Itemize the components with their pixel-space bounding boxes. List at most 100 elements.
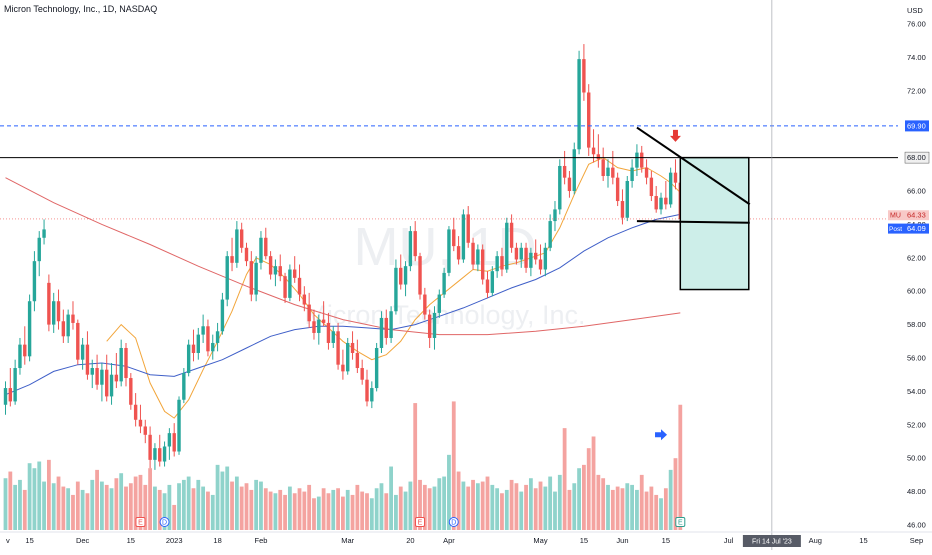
volume-bar (567, 489, 572, 530)
volume-bar (649, 486, 654, 530)
candle-body (196, 334, 200, 353)
candle-body (519, 247, 523, 260)
volume-bar (124, 486, 128, 530)
candle-body (85, 344, 90, 375)
candle-body (577, 59, 581, 150)
candle-body (124, 347, 128, 379)
volume-bar (249, 489, 254, 530)
event-marker-label: E (138, 520, 143, 527)
volume-bar (673, 458, 678, 530)
event-marker-dividend: D (448, 517, 459, 527)
candle-body (509, 222, 514, 248)
volume-bar (548, 476, 553, 530)
time-tick-label: v (6, 536, 10, 545)
last-price-tag: 64.33 (907, 211, 926, 220)
volume-bar (331, 489, 336, 530)
down-arrow-icon (669, 129, 681, 142)
volume-bar (186, 476, 191, 530)
candle-body (27, 301, 32, 357)
watermark-name: Micron Technology, Inc. (304, 300, 585, 330)
volume-bar (668, 469, 673, 530)
candle-body (379, 317, 384, 348)
volume-bar (577, 468, 581, 530)
price-tick-label: 52.00 (907, 420, 926, 429)
volume-bar (432, 486, 437, 530)
volume-bar (259, 481, 263, 530)
candle-body (673, 172, 678, 183)
volume-bar (95, 469, 99, 530)
candle-body (408, 231, 413, 267)
earnings-marker-icon (135, 517, 146, 527)
watermark-symbol: MU, 1D (353, 217, 536, 277)
volume-bar (582, 464, 586, 530)
candle-body (572, 149, 576, 192)
time-tick-label: Feb (254, 536, 267, 545)
volume-bar (56, 476, 61, 530)
candle-body (635, 152, 639, 168)
candle-body (432, 312, 437, 338)
volume-bar (610, 489, 615, 530)
volume-bar (336, 488, 340, 530)
candle-body (268, 256, 273, 275)
volume-bar (620, 488, 625, 530)
candle-body (321, 319, 326, 323)
volume-bar (601, 478, 606, 530)
candle-body (558, 165, 562, 210)
candle-body (423, 294, 427, 315)
candle-body (225, 256, 229, 300)
candle-body (442, 272, 446, 295)
candle-body (158, 448, 162, 462)
volume-bar (427, 488, 432, 530)
volume-bar (51, 483, 56, 530)
volume-bar (283, 494, 287, 530)
time-axis: v 15 Dec 15 2023 18 Feb Mar 20 Apr May 15 Jun 15 Jul Au… (0, 531, 932, 547)
level-tag-69-90-bg (905, 120, 929, 132)
price-axis: 76.0074.0072.0070.0068.0066.0064.0062.00… (888, 20, 930, 529)
time-tick-label: Sep (910, 536, 923, 545)
candle-body (215, 331, 220, 343)
volume-bar (360, 491, 365, 530)
candle-body (365, 379, 369, 402)
price-tick-label: 46.00 (907, 520, 926, 529)
candle-body (640, 152, 644, 168)
time-tick-label: Apr (443, 536, 455, 545)
volume-bar (379, 483, 384, 530)
candle-body (133, 404, 138, 420)
volume-bar (66, 488, 71, 530)
volume-bar (456, 471, 461, 530)
candle-body (80, 344, 85, 360)
candle-body (138, 419, 143, 427)
volume-bar (461, 481, 466, 530)
candle-body (239, 229, 244, 248)
volume-bar (591, 436, 596, 530)
candle-body (471, 242, 475, 265)
price-tick-label: 76.00 (907, 20, 926, 29)
volume-bar (394, 494, 398, 530)
candle-body (307, 304, 311, 322)
volume-bar (80, 489, 85, 530)
candle-body (42, 229, 46, 238)
candle-body (480, 249, 485, 280)
candle-body (596, 154, 601, 160)
candle-body (341, 364, 345, 372)
volume-bar (268, 491, 273, 530)
volume-bar (398, 486, 403, 530)
volume-bar (639, 474, 644, 530)
candle-body (587, 92, 591, 148)
volume-bar (104, 484, 109, 530)
volume-bar (326, 493, 331, 530)
candle-body (664, 197, 668, 205)
currency-label: USD (907, 6, 923, 15)
candle-body (384, 317, 388, 338)
volume-bar (201, 486, 206, 530)
candle-body (374, 347, 379, 389)
candle-body (8, 388, 13, 402)
candle-body (47, 282, 51, 325)
candle-body (562, 165, 567, 178)
candle-body (514, 247, 519, 260)
time-tick-label: 18 (213, 536, 221, 545)
candle-body (18, 344, 22, 369)
post-price-tag-bg (905, 223, 929, 234)
